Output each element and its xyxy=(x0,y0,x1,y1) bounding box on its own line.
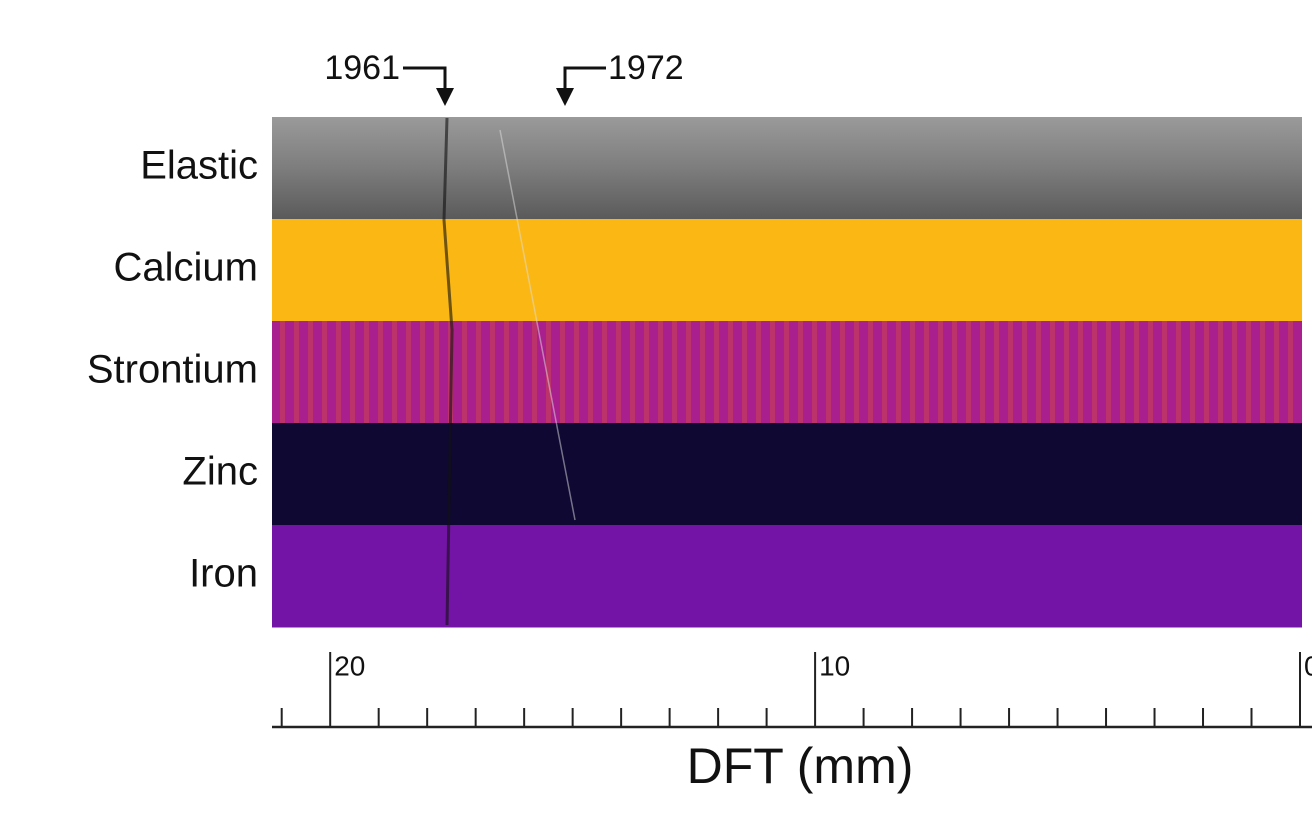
strip-texture xyxy=(272,321,1302,423)
annotation-arrow xyxy=(403,66,447,92)
strip-label: Strontium xyxy=(87,348,258,392)
strip-label: Elastic xyxy=(140,144,258,188)
annotation: 1961 xyxy=(324,49,400,87)
x-axis-label: DFT (mm) xyxy=(687,738,914,794)
x-tick-label: 0 xyxy=(1304,650,1312,681)
image-strip xyxy=(272,219,1302,322)
image-strip xyxy=(272,117,1302,220)
annotation-arrow xyxy=(563,66,606,92)
x-tick-label: 10 xyxy=(819,650,850,681)
annotation-arrowhead xyxy=(556,88,574,106)
feature-line xyxy=(442,117,454,626)
image-strip xyxy=(272,525,1302,628)
feature-line xyxy=(499,129,576,521)
image-strips xyxy=(272,117,1302,628)
image-strip xyxy=(272,423,1302,526)
annotation: 1972 xyxy=(608,49,684,87)
strip-label: Calcium xyxy=(114,246,258,290)
strip-label: Zinc xyxy=(182,450,258,494)
strip-label: Iron xyxy=(189,552,258,596)
x-tick-label: 20 xyxy=(334,650,365,681)
annotation-arrowhead xyxy=(436,88,454,106)
